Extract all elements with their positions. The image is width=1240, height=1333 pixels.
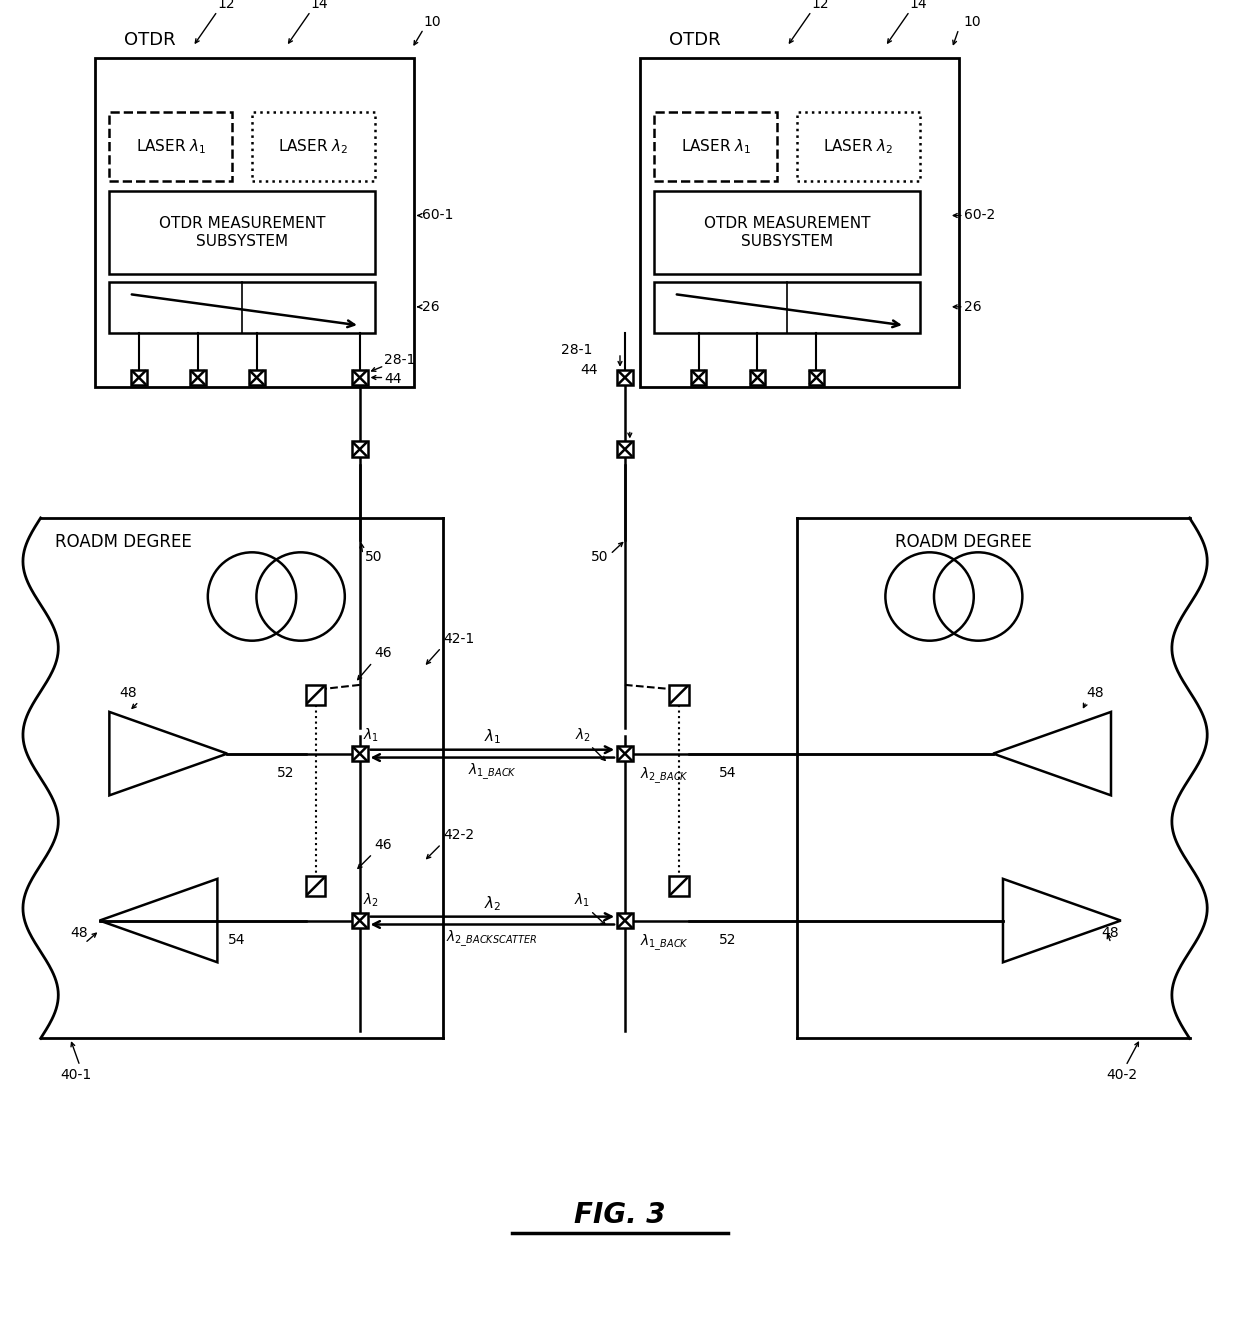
Text: 48: 48 <box>119 685 136 700</box>
Text: 52: 52 <box>719 933 737 948</box>
Bar <box>670 876 688 896</box>
Text: 48: 48 <box>1101 926 1118 940</box>
Bar <box>306 876 325 896</box>
Text: $\lambda_2$: $\lambda_2$ <box>363 892 378 909</box>
Bar <box>352 913 367 928</box>
Bar <box>655 283 920 333</box>
Text: $\lambda_1$: $\lambda_1$ <box>363 726 378 744</box>
Text: $\lambda_{2\_BACK}$: $\lambda_{2\_BACK}$ <box>640 765 688 786</box>
Bar <box>109 191 374 275</box>
Bar <box>640 59 959 388</box>
Bar <box>109 283 374 333</box>
Text: 10: 10 <box>424 15 441 29</box>
Text: $\lambda_2$: $\lambda_2$ <box>574 726 590 744</box>
Bar <box>352 369 367 385</box>
Text: 60-1: 60-1 <box>422 208 453 223</box>
Text: 42-2: 42-2 <box>443 828 475 842</box>
Text: 26: 26 <box>422 300 439 313</box>
Text: 52: 52 <box>278 766 295 780</box>
Text: LASER $\lambda_1$: LASER $\lambda_1$ <box>135 137 206 156</box>
Bar <box>691 369 707 385</box>
Text: 54: 54 <box>228 933 246 948</box>
Text: $\lambda_{1\_BACK}$: $\lambda_{1\_BACK}$ <box>640 932 688 953</box>
Bar <box>249 369 264 385</box>
Text: ROADM DEGREE: ROADM DEGREE <box>56 533 192 551</box>
Bar <box>352 745 367 761</box>
Bar <box>655 191 920 275</box>
Text: ROADM DEGREE: ROADM DEGREE <box>895 533 1032 551</box>
Bar <box>109 112 232 181</box>
Text: 28-1: 28-1 <box>560 343 593 357</box>
Text: 40-2: 40-2 <box>1106 1068 1137 1082</box>
Bar <box>808 369 825 385</box>
Bar <box>252 112 374 181</box>
Bar <box>306 685 325 705</box>
Bar <box>618 369 632 385</box>
Text: 42-1: 42-1 <box>443 632 475 645</box>
Text: 10: 10 <box>963 15 981 29</box>
Text: FIG. 3: FIG. 3 <box>574 1201 666 1229</box>
Text: $\lambda_{2\_BACKSCATTER}$: $\lambda_{2\_BACKSCATTER}$ <box>446 928 538 949</box>
Text: OTDR MEASUREMENT
SUBSYSTEM: OTDR MEASUREMENT SUBSYSTEM <box>703 216 870 249</box>
Text: 60-2: 60-2 <box>963 208 994 223</box>
Text: 26: 26 <box>963 300 981 313</box>
Text: 12: 12 <box>811 0 830 11</box>
Bar <box>670 685 688 705</box>
Text: OTDR MEASUREMENT
SUBSYSTEM: OTDR MEASUREMENT SUBSYSTEM <box>159 216 325 249</box>
Bar <box>190 369 206 385</box>
Bar <box>94 59 414 388</box>
Text: 54: 54 <box>719 766 737 780</box>
Text: $\lambda_{1\_BACK}$: $\lambda_{1\_BACK}$ <box>467 761 517 782</box>
Text: 14: 14 <box>910 0 928 11</box>
Bar <box>352 441 367 457</box>
Bar <box>131 369 146 385</box>
Text: LASER $\lambda_2$: LASER $\lambda_2$ <box>823 137 893 156</box>
Text: 50: 50 <box>590 551 608 564</box>
Text: OTDR: OTDR <box>124 31 176 48</box>
Text: OTDR: OTDR <box>670 31 720 48</box>
Text: 14: 14 <box>311 0 329 11</box>
Text: 48: 48 <box>1086 685 1104 700</box>
Text: 28-1: 28-1 <box>384 353 415 367</box>
Bar <box>750 369 765 385</box>
Text: $\lambda_1$: $\lambda_1$ <box>574 892 590 909</box>
Text: 44: 44 <box>580 363 598 377</box>
Text: 40-1: 40-1 <box>61 1068 92 1082</box>
Text: 44: 44 <box>384 372 402 387</box>
Text: $\lambda_2$: $\lambda_2$ <box>484 894 501 913</box>
Text: 46: 46 <box>374 647 392 660</box>
Text: LASER $\lambda_1$: LASER $\lambda_1$ <box>681 137 751 156</box>
Text: 48: 48 <box>71 926 88 940</box>
Bar <box>797 112 920 181</box>
Bar <box>655 112 777 181</box>
Text: $\lambda_1$: $\lambda_1$ <box>484 726 501 745</box>
Bar <box>618 913 632 928</box>
Text: 50: 50 <box>365 551 382 564</box>
Text: 12: 12 <box>217 0 236 11</box>
Text: LASER $\lambda_2$: LASER $\lambda_2$ <box>278 137 348 156</box>
Bar <box>618 745 632 761</box>
Text: 46: 46 <box>374 838 392 852</box>
Bar <box>618 441 632 457</box>
